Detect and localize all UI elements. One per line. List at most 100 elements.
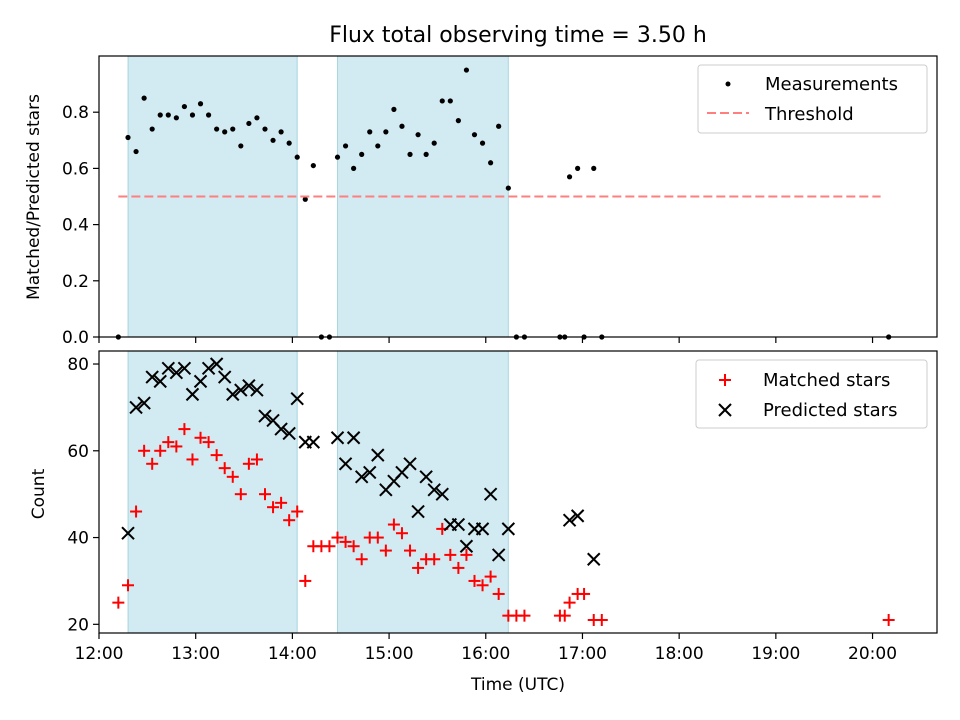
measurements-point [407,151,413,157]
matched-stars-point [468,574,481,587]
top-axes: 0.0 0.2 0.4 0.6 0.8 [62,103,874,348]
top-plot-frame [98,55,938,338]
matched-stars-point [283,514,296,527]
x-axis-label: Time (UTC) [470,675,565,695]
threshold-legend-label: Threshold [764,104,854,125]
observing-intervals-bottom [127,350,509,634]
measurements-point [230,126,236,132]
matched-stars-point [122,579,135,592]
predicted-stars-point [562,513,577,527]
measurements-point [302,196,308,202]
bottom-axes: 20 40 60 80 12:00 13:00 14:00 15:00 16:00 17:00 18… [67,355,897,664]
measurements-point [431,140,437,146]
measurements-point [278,129,284,135]
matched-stars-point [452,561,465,574]
x-tick-label: 18:00 [655,644,704,664]
measurements-point [181,103,188,110]
predicted-stars-point [403,457,417,471]
measurements-point [141,95,147,101]
predicted-legend-label: Predicted stars [763,400,897,421]
matched-stars-point [412,561,425,574]
measurements-point [488,160,494,166]
measurements-point [399,123,405,129]
y-tick-label: 60 [67,442,89,462]
measurements-point [334,154,341,160]
predicted-stars-point [483,487,498,501]
measurements-point [439,98,445,104]
predicted-stars-point [193,374,208,389]
matched-stars-point [250,453,263,466]
measurements-point [189,112,196,118]
predicted-stars-point [338,457,353,471]
matched-stars-point [518,609,531,622]
predicted-stars-point [290,392,304,406]
measurements-legend-marker [725,81,731,87]
measurements-point [294,154,300,160]
x-tick-label: 14:00 [268,644,317,664]
matched-stars-point [355,553,368,566]
measurements-point [455,118,461,124]
matched-stars-point [484,570,497,583]
measurements-point [342,143,349,149]
count-series [112,357,895,626]
predicted-stars-point [161,361,176,376]
predicted-stars-point [451,517,466,532]
measurements-point [254,115,260,121]
y-tick-label: 0.6 [62,159,89,179]
predicted-stars-point [459,539,474,553]
bottom-plot-frame [98,350,938,634]
matched-stars-point [170,440,183,453]
measurements-point [238,143,244,149]
x-tick-label: 17:00 [558,644,607,664]
predicted-stars-point [346,431,361,445]
measurements-point [423,151,429,157]
x-tick-label: 20:00 [848,644,897,664]
predicted-stars-point [411,504,425,519]
predicted-stars-point [306,435,321,449]
bottom-panel: 20 40 60 80 12:00 13:00 14:00 15:00 16:00 17:00 18… [29,350,938,695]
measurements-point [157,112,163,118]
bottom-y-axis-label: Count [29,468,49,519]
predicted-stars-point [274,422,288,436]
x-tick-label: 12:00 [75,644,124,664]
measurements-point [222,129,228,135]
y-tick-label: 0.4 [62,216,89,236]
measurements-point [214,126,220,132]
measurements-point [367,129,373,135]
top-panel: 0.00.20.40.60.8 Matched/Predicted stars … [24,55,938,348]
measurements-point [575,165,581,171]
matched-stars-point [218,462,231,475]
measurements-point [375,143,381,149]
matched-stars-point [202,436,215,449]
top-legend: Measurements Threshold [697,64,928,134]
matched-stars-point [323,540,336,553]
matched-stars-point [242,457,255,470]
predicted-stars-point [250,383,264,397]
measurements-point [310,162,316,169]
predicted-stars-point [258,409,272,423]
measurements-point [262,126,268,132]
matched-stars-point [210,449,223,462]
measurements-point [270,137,276,143]
matched-stars-point [162,436,175,449]
matched-stars-point [234,488,247,501]
y-tick-label: 0.2 [62,272,89,292]
bottom-legend-box [695,359,928,429]
predicted-stars-point [587,552,601,566]
matched-stars-point [563,596,576,609]
predicted-stars-point [282,426,296,441]
measurements-point [125,134,131,141]
matched-stars-point [146,457,159,470]
matched-stars-point [186,453,199,466]
predicted-stars-point [501,522,516,536]
predicted-stars-point [234,383,248,397]
predicted-stars-point [145,370,159,384]
matched-stars-point [112,596,125,609]
predicted-stars-point [177,361,192,376]
y-tick-label: 0.0 [62,328,89,348]
measurements-point [447,98,453,104]
predicted-stars-point [363,465,377,480]
measurements-point [591,165,597,171]
top-y-axis-label: Matched/Predicted stars [24,94,44,300]
